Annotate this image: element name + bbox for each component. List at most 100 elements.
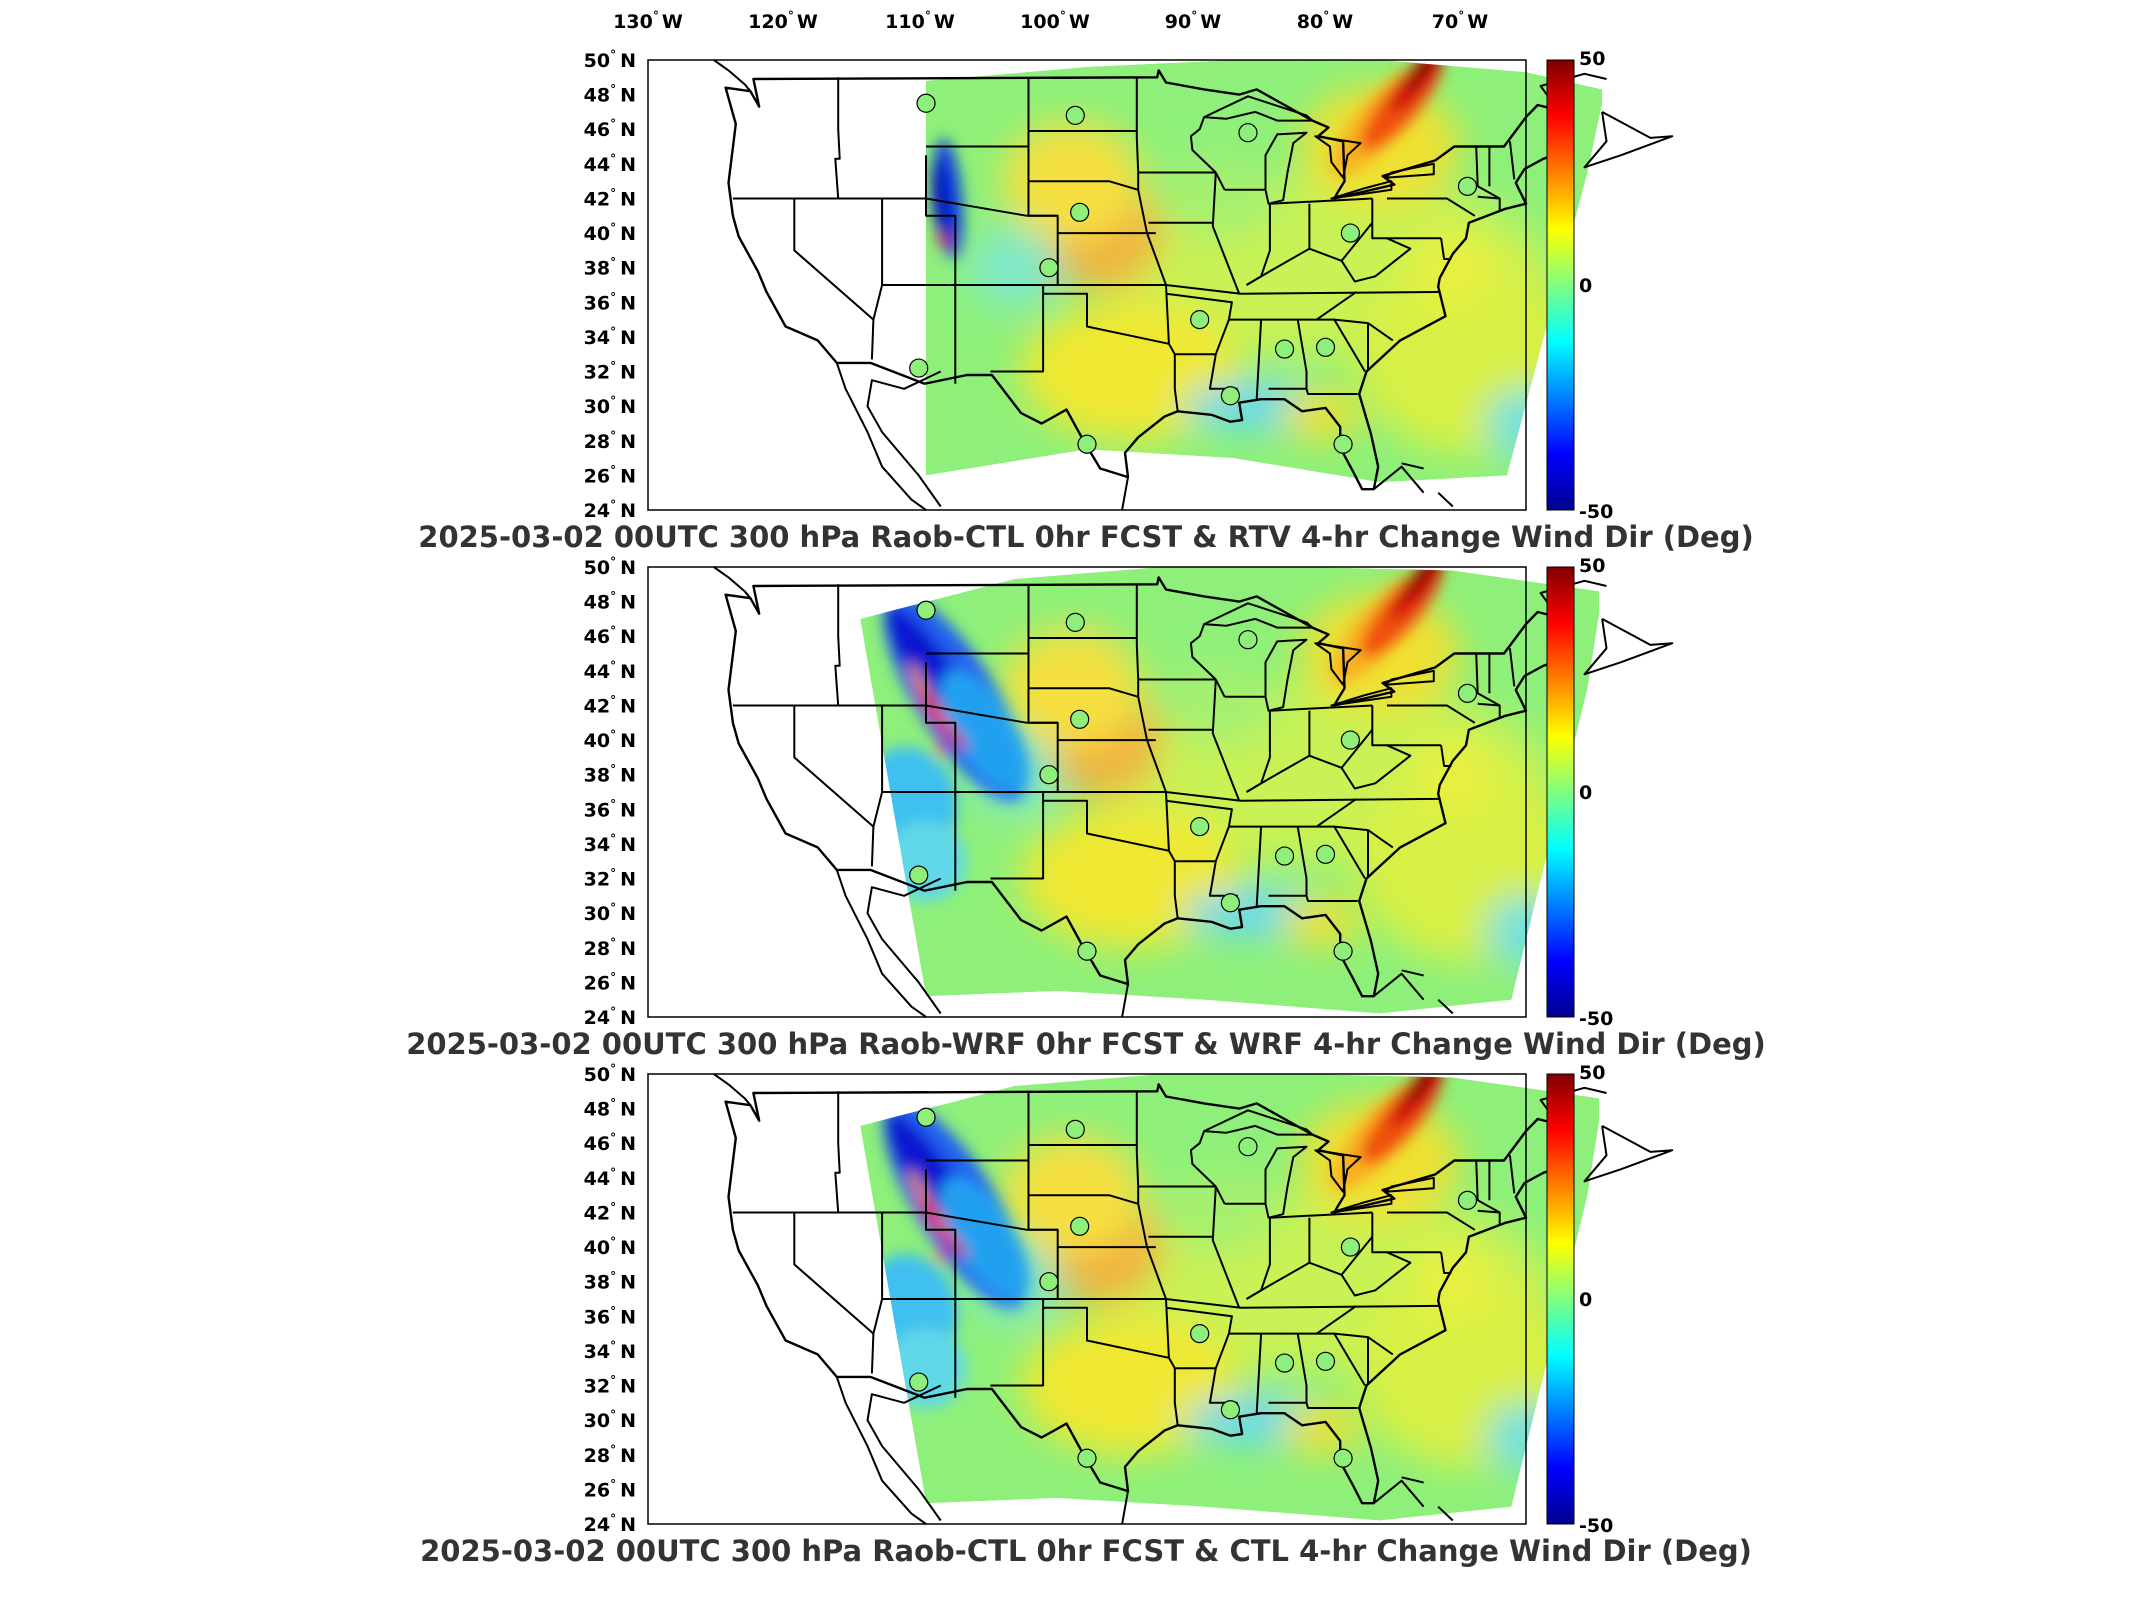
lat-tick-label: 24° N xyxy=(584,1512,636,1536)
raob-station-marker xyxy=(1190,1324,1210,1344)
lon-tick-label: 110° W xyxy=(885,9,955,33)
lat-tick-label: 24° N xyxy=(584,1005,636,1029)
colorbar-tick-label: 50 xyxy=(1579,555,1605,577)
colorbar: 50 0 -50 xyxy=(1546,48,1613,523)
raob-station-marker xyxy=(1238,123,1258,143)
lat-tick-label: 44° N xyxy=(584,1166,636,1190)
raob-station-marker xyxy=(1077,434,1097,454)
colorbar-gradient xyxy=(1546,1073,1575,1525)
raob-stations xyxy=(909,600,1478,961)
raob-station-marker xyxy=(1039,1272,1059,1292)
panel-title: 2025-03-02 00UTC 300 hPa Raob-CTL 0hr FC… xyxy=(420,1534,1752,1568)
map-panel-wrf xyxy=(647,566,1674,1018)
raob-station-marker xyxy=(916,600,936,620)
longitude-axis-labels: 130° W 120° W 110° W 100° W 90° W 80° W 70° W xyxy=(613,9,1488,33)
raob-station-marker xyxy=(1274,1353,1295,1373)
lat-tick-label: 26° N xyxy=(584,463,636,487)
state-borders xyxy=(713,59,1674,511)
raob-station-marker xyxy=(1190,817,1210,837)
lon-tick-label: 130° W xyxy=(613,9,683,33)
raob-station-marker xyxy=(1315,1351,1336,1371)
raob-station-marker xyxy=(1190,310,1210,330)
latitude-axis-labels: 50° N 48° N 46° N 44° N 42° N 40° N 38° N 36° N 34° N 32° N… xyxy=(584,1062,636,1536)
latitude-axis-labels: 50° N 48° N 46° N 44° N 42° N 40° N 38° N 36° N 34° N 32° N… xyxy=(584,48,636,522)
raob-station-marker xyxy=(1077,1448,1097,1468)
colorbar: 50 0 -50 xyxy=(1546,555,1613,1030)
lat-tick-label: 46° N xyxy=(584,1131,636,1155)
colorbar-tick-label: -50 xyxy=(1579,1515,1613,1537)
raob-station-marker xyxy=(1333,434,1353,454)
lon-tick-label: 100° W xyxy=(1020,9,1090,33)
lat-tick-label: 36° N xyxy=(584,1304,636,1328)
wind-direction-field xyxy=(860,1074,1600,1521)
raob-stations xyxy=(909,1107,1478,1468)
map-frame xyxy=(647,566,1527,1018)
lat-tick-label: 32° N xyxy=(584,360,636,384)
lon-tick-label: 70° W xyxy=(1432,9,1488,33)
panel-title: 2025-03-02 00UTC 300 hPa Raob-WRF 0hr FC… xyxy=(406,1027,1766,1061)
lat-tick-label: 50° N xyxy=(584,48,636,72)
lat-tick-label: 50° N xyxy=(584,555,636,579)
lat-tick-label: 34° N xyxy=(584,832,636,856)
raob-station-marker xyxy=(1238,630,1258,650)
colorbar-tick-label: 0 xyxy=(1579,782,1592,804)
panel-title: 2025-03-02 00UTC 300 hPa Raob-CTL 0hr FC… xyxy=(418,520,1753,554)
lat-tick-label: 46° N xyxy=(584,117,636,141)
lat-tick-label: 30° N xyxy=(584,901,636,925)
colorbar-tick-label: 50 xyxy=(1579,48,1605,70)
lat-tick-label: 44° N xyxy=(584,152,636,176)
raob-station-marker xyxy=(1315,844,1336,864)
lat-tick-label: 48° N xyxy=(584,1097,636,1121)
raob-station-marker xyxy=(916,1107,936,1127)
lat-tick-label: 40° N xyxy=(584,221,636,245)
lat-tick-label: 38° N xyxy=(584,763,636,787)
lat-tick-label: 30° N xyxy=(584,1408,636,1432)
raob-station-marker xyxy=(1457,683,1478,703)
raob-stations xyxy=(909,93,1478,454)
raob-station-marker xyxy=(1274,846,1295,866)
raob-station-marker xyxy=(1065,1119,1085,1139)
state-borders xyxy=(713,1073,1674,1525)
lat-tick-label: 34° N xyxy=(584,1339,636,1363)
raob-station-marker xyxy=(1333,1448,1353,1468)
colorbar-tick-label: 0 xyxy=(1579,1289,1592,1311)
colorbar: 50 0 -50 xyxy=(1546,1062,1613,1537)
colorbar-tick-label: 0 xyxy=(1579,275,1592,297)
raob-station-marker xyxy=(1238,1137,1258,1157)
raob-station-marker xyxy=(909,1372,929,1392)
raob-station-marker xyxy=(916,93,936,113)
raob-station-marker xyxy=(1315,337,1336,357)
lat-tick-label: 38° N xyxy=(584,1270,636,1294)
map-panels: 50° N 48° N 46° N 44° N 42° N 40° N 38° N 36° N 34° N 32° N… xyxy=(406,48,1766,1568)
lat-tick-label: 26° N xyxy=(584,970,636,994)
raob-station-marker xyxy=(1274,339,1295,359)
map-frame xyxy=(647,59,1527,511)
raob-station-marker xyxy=(1070,1216,1090,1236)
raob-station-marker xyxy=(1457,1190,1478,1210)
colorbar-gradient xyxy=(1546,59,1575,511)
lat-tick-label: 32° N xyxy=(584,1374,636,1398)
lat-tick-label: 28° N xyxy=(584,1443,636,1467)
lat-tick-label: 34° N xyxy=(584,325,636,349)
lat-tick-label: 50° N xyxy=(584,1062,636,1086)
raob-station-marker xyxy=(1039,258,1059,278)
lat-tick-label: 28° N xyxy=(584,936,636,960)
lat-tick-label: 26° N xyxy=(584,1477,636,1501)
lat-tick-label: 38° N xyxy=(584,256,636,280)
raob-station-marker xyxy=(1070,202,1090,222)
raob-station-marker xyxy=(1457,176,1478,196)
latitude-axis-labels: 50° N 48° N 46° N 44° N 42° N 40° N 38° N 36° N 34° N 32° N… xyxy=(584,555,636,1029)
lat-tick-label: 30° N xyxy=(584,394,636,418)
raob-station-marker xyxy=(1220,1400,1241,1420)
lat-tick-label: 36° N xyxy=(584,797,636,821)
colorbar-tick-label: -50 xyxy=(1579,501,1613,523)
lat-tick-label: 42° N xyxy=(584,1200,636,1224)
colorbar-tick-label: -50 xyxy=(1579,1008,1613,1030)
raob-station-marker xyxy=(1065,105,1085,125)
map-frame xyxy=(647,1073,1527,1525)
lon-tick-label: 80° W xyxy=(1297,9,1353,33)
lat-tick-label: 42° N xyxy=(584,693,636,717)
map-panel-rtv xyxy=(647,59,1674,511)
raob-station-marker xyxy=(909,358,929,378)
